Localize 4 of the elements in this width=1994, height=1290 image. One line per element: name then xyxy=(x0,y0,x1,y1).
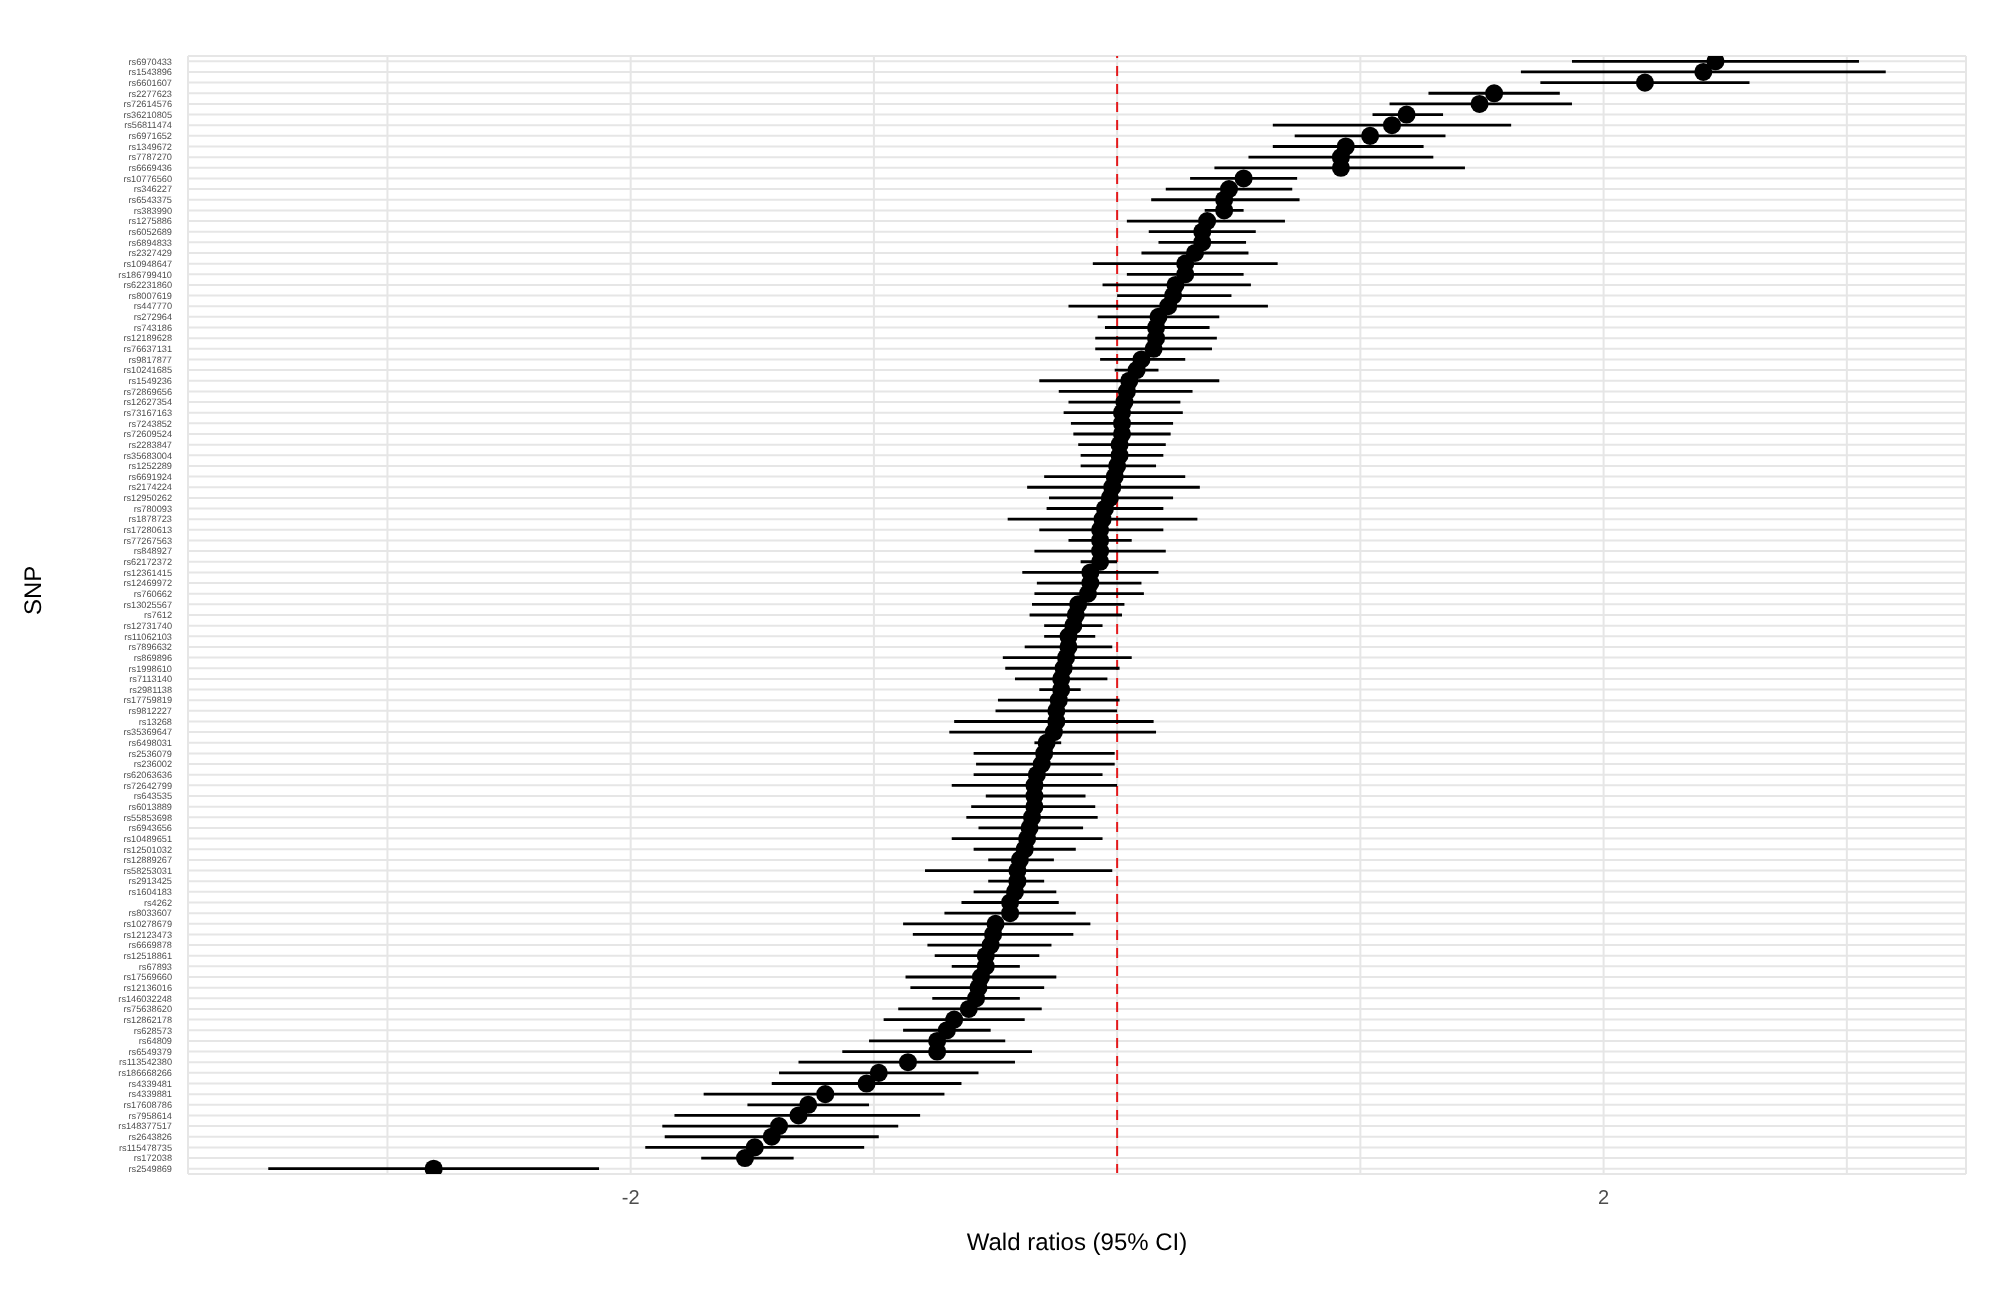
x-tick-label: 2 xyxy=(1598,1188,1611,1211)
x-axis-title: Wald ratios (95% CI) xyxy=(966,1228,1188,1256)
x-tick-label: -2 xyxy=(621,1188,641,1211)
y-axis-title: SNP xyxy=(18,565,47,615)
